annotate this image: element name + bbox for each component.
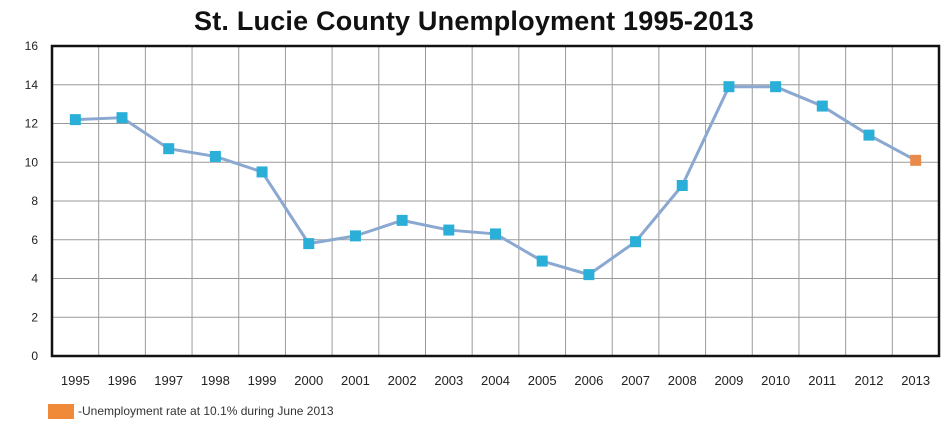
grid-lines <box>52 46 939 356</box>
plot-area-border <box>50 44 941 358</box>
data-marker <box>770 81 782 93</box>
x-tick-label: 2004 <box>481 373 510 388</box>
y-tick-label: 12 <box>25 117 39 131</box>
legend: -Unemployment rate at 10.1% during June … <box>48 401 334 421</box>
y-tick-label: 10 <box>25 155 39 169</box>
x-tick-label: 2012 <box>855 373 884 388</box>
y-tick-label: 0 <box>31 349 38 363</box>
data-marker <box>863 129 875 141</box>
data-marker <box>583 269 595 281</box>
y-axis-ticks: 0 2 4 6 8 10 12 14 16 <box>25 39 39 363</box>
y-tick-label: 4 <box>31 272 38 286</box>
x-tick-label: 2010 <box>761 373 790 388</box>
data-marker <box>163 143 175 155</box>
x-tick-label: 1999 <box>248 373 277 388</box>
y-tick-label: 14 <box>25 78 39 92</box>
data-marker <box>209 150 221 162</box>
x-axis-ticks: 1995 1996 1997 1998 1999 2000 2001 2002 2003 2004… <box>61 373 930 388</box>
x-tick-label: 1998 <box>201 373 230 388</box>
data-marker <box>116 112 128 124</box>
x-tick-label: 2007 <box>621 373 650 388</box>
data-marker <box>443 224 455 236</box>
x-tick-label: 2000 <box>294 373 323 388</box>
x-tick-label: 2013 <box>901 373 930 388</box>
x-tick-label: 1995 <box>61 373 90 388</box>
highlight-marker <box>910 154 922 166</box>
x-tick-label: 2003 <box>434 373 463 388</box>
series-line <box>75 85 917 277</box>
y-tick-label: 16 <box>25 39 39 53</box>
x-tick-label: 2001 <box>341 373 370 388</box>
chart-title: St. Lucie County Unemployment 1995-2013 <box>194 6 754 36</box>
data-marker <box>349 230 361 242</box>
x-tick-label: 2002 <box>388 373 417 388</box>
data-marker <box>256 166 268 178</box>
x-tick-label: 2011 <box>808 373 836 388</box>
data-marker <box>536 255 548 267</box>
x-tick-label: 2009 <box>714 373 743 388</box>
x-tick-label: 2008 <box>668 373 697 388</box>
legend-swatch <box>48 403 74 419</box>
x-tick-label: 2006 <box>574 373 603 388</box>
data-marker <box>723 81 735 93</box>
data-marker <box>69 114 81 126</box>
y-tick-label: 2 <box>31 310 38 324</box>
x-tick-label: 1997 <box>154 373 183 388</box>
legend-text: -Unemployment rate at 10.1% during June … <box>78 404 334 418</box>
y-tick-label: 8 <box>31 194 38 208</box>
y-tick-label: 6 <box>31 233 38 247</box>
data-markers <box>69 81 922 281</box>
x-tick-label: 1996 <box>108 373 137 388</box>
x-tick-label: 2005 <box>528 373 557 388</box>
data-marker <box>816 100 828 112</box>
data-marker <box>396 214 408 226</box>
data-marker <box>676 180 688 191</box>
data-marker <box>630 236 642 248</box>
data-marker <box>490 228 501 240</box>
data-marker <box>303 238 315 250</box>
